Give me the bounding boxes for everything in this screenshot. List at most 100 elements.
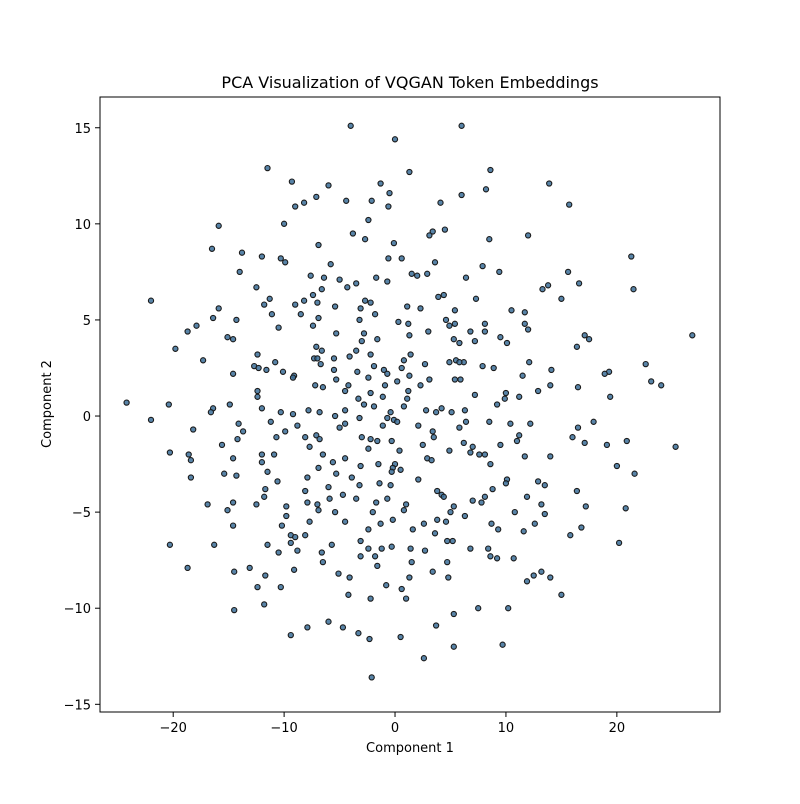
data-point: [185, 451, 192, 458]
data-point: [292, 533, 299, 541]
data-point: [457, 376, 464, 383]
data-point: [503, 339, 511, 347]
data-point: [689, 332, 696, 339]
data-point: [381, 382, 389, 389]
data-point: [356, 316, 363, 324]
data-point: [289, 374, 297, 381]
data-point: [601, 370, 608, 377]
data-point: [305, 407, 312, 414]
data-point: [451, 376, 459, 383]
data-point: [336, 424, 343, 431]
data-point: [431, 259, 439, 266]
data-point: [264, 468, 271, 475]
data-point: [239, 428, 247, 435]
data-point: [428, 457, 435, 464]
data-point: [283, 512, 290, 520]
data-point: [450, 643, 457, 650]
data-point: [487, 553, 494, 560]
x-axis-label: Component 1: [366, 741, 454, 756]
data-point: [229, 455, 237, 462]
data-point: [184, 328, 191, 335]
data-point: [328, 541, 335, 548]
data-point: [330, 355, 338, 362]
data-point: [672, 443, 679, 450]
data-point: [166, 541, 174, 548]
data-point: [292, 301, 299, 308]
data-point: [354, 368, 361, 375]
data-point: [404, 303, 411, 310]
y-axis-label: Component 2: [40, 360, 55, 448]
data-point: [567, 532, 574, 539]
data-point: [367, 351, 374, 358]
data-point: [341, 455, 349, 462]
data-point: [581, 332, 588, 339]
data-point: [432, 409, 440, 416]
data-point: [547, 453, 554, 460]
data-point: [318, 549, 325, 556]
data-point: [187, 457, 195, 464]
data-point: [426, 376, 433, 383]
data-point: [253, 284, 260, 291]
data-point: [461, 512, 469, 520]
data-point: [356, 414, 363, 422]
data-point: [406, 372, 413, 379]
data-point: [446, 359, 453, 366]
data-point: [277, 583, 284, 591]
data-point: [272, 359, 279, 366]
data-point: [425, 328, 432, 335]
data-point: [391, 136, 399, 143]
data-point: [258, 459, 266, 466]
data-point: [254, 387, 261, 395]
y-tick-label: −5: [72, 506, 91, 521]
data-point: [440, 291, 447, 299]
data-point: [400, 507, 408, 514]
data-point: [346, 574, 353, 581]
data-point: [315, 507, 322, 514]
data-point: [566, 201, 573, 208]
data-point: [361, 297, 369, 304]
data-point: [229, 370, 237, 377]
x-tick-label: −10: [270, 721, 297, 736]
data-point: [394, 418, 401, 425]
data-point: [538, 568, 545, 575]
data-point: [268, 311, 276, 318]
data-point: [524, 326, 532, 333]
data-point: [246, 564, 253, 572]
data-point: [478, 499, 485, 506]
data-point: [541, 510, 548, 518]
data-point: [426, 232, 433, 239]
data-point: [229, 522, 237, 529]
data-point: [318, 347, 325, 354]
data-point: [505, 605, 512, 612]
data-point: [279, 368, 287, 375]
data-point: [339, 624, 347, 631]
data-point: [266, 295, 273, 302]
data-point: [365, 545, 372, 552]
data-point: [312, 382, 319, 389]
data-point: [379, 393, 386, 400]
data-point: [264, 164, 271, 172]
data-point: [221, 470, 228, 477]
data-point: [558, 295, 565, 302]
data-point: [316, 435, 323, 443]
data-point: [231, 606, 238, 614]
data-point: [445, 574, 452, 581]
data-point: [333, 470, 340, 477]
data-point: [356, 482, 363, 489]
data-point: [330, 366, 338, 374]
data-point: [262, 572, 269, 579]
data-point: [275, 549, 282, 556]
data-point: [548, 366, 555, 374]
data-point: [420, 520, 428, 527]
data-point: [187, 474, 195, 481]
data-point: [469, 497, 476, 504]
data-point: [460, 439, 467, 447]
data-point: [261, 493, 268, 500]
data-point: [199, 357, 207, 364]
data-point: [172, 345, 179, 352]
data-point: [317, 360, 324, 368]
data-point: [497, 441, 504, 449]
data-point: [486, 236, 493, 243]
y-tick-label: 15: [74, 122, 91, 137]
data-point: [355, 630, 362, 637]
